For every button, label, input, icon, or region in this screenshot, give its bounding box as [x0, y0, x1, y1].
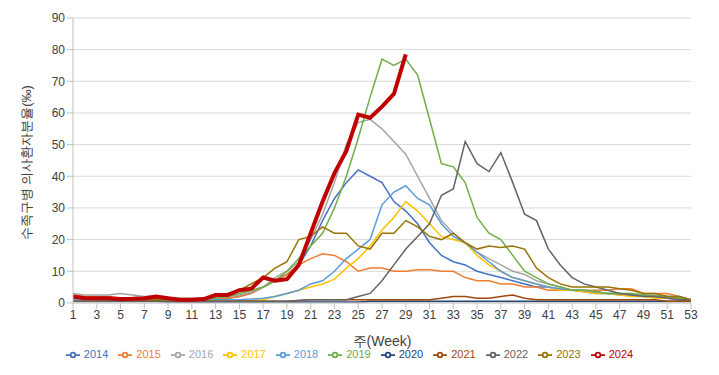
html-text:2024: 2024 [608, 347, 634, 360]
svg-text:35: 35 [470, 308, 484, 322]
svg-text:3: 3 [93, 308, 100, 322]
svg-text:50: 50 [52, 138, 66, 152]
svg-text:25: 25 [352, 308, 366, 322]
svg-text:51: 51 [661, 308, 675, 322]
svg-text:43: 43 [565, 308, 579, 322]
html-text:2018: 2018 [293, 347, 319, 360]
svg-text:17: 17 [256, 308, 270, 322]
html-text:2019: 2019 [346, 347, 371, 360]
svg-text:33: 33 [447, 308, 461, 322]
svg-text:19: 19 [280, 308, 294, 322]
svg-text:9: 9 [165, 308, 172, 322]
svg-text:53: 53 [684, 308, 698, 322]
svg-text:70: 70 [52, 75, 66, 89]
svg-text:11: 11 [186, 308, 199, 322]
html-text:2020: 2020 [398, 347, 424, 360]
html-text:2015: 2015 [136, 347, 161, 360]
html-text:2016: 2016 [188, 347, 214, 360]
html-text:2023: 2023 [556, 347, 581, 360]
svg-text:47: 47 [613, 308, 627, 322]
svg-text:40: 40 [52, 170, 66, 184]
html-text:2022: 2022 [503, 347, 529, 360]
html-text:2017: 2017 [241, 347, 266, 360]
svg-text:20: 20 [52, 233, 66, 247]
html-text:2014: 2014 [83, 347, 109, 360]
svg-text:45: 45 [589, 308, 603, 322]
svg-text:49: 49 [637, 308, 651, 322]
svg-text:15: 15 [233, 308, 247, 322]
svg-text:13: 13 [209, 308, 223, 322]
svg-text:수족구병 의사환자분율(‰): 수족구병 의사환자분율(‰) [19, 85, 34, 240]
svg-text:80: 80 [52, 43, 66, 57]
svg-text:27: 27 [375, 308, 389, 322]
svg-text:주(Week): 주(Week) [353, 333, 412, 349]
svg-text:21: 21 [304, 308, 318, 322]
svg-text:37: 37 [494, 308, 508, 322]
svg-text:7: 7 [141, 308, 148, 322]
svg-text:41: 41 [542, 308, 556, 322]
svg-text:0: 0 [58, 296, 65, 310]
svg-text:1: 1 [70, 308, 77, 322]
html-text:2021: 2021 [451, 347, 476, 360]
svg-text:90: 90 [52, 11, 66, 25]
svg-text:10: 10 [52, 265, 66, 279]
svg-text:29: 29 [399, 308, 413, 322]
svg-text:60: 60 [52, 106, 66, 120]
svg-text:23: 23 [328, 308, 342, 322]
svg-text:5: 5 [117, 308, 124, 322]
svg-text:39: 39 [518, 308, 532, 322]
svg-text:31: 31 [423, 308, 437, 322]
svg-text:30: 30 [52, 201, 66, 215]
